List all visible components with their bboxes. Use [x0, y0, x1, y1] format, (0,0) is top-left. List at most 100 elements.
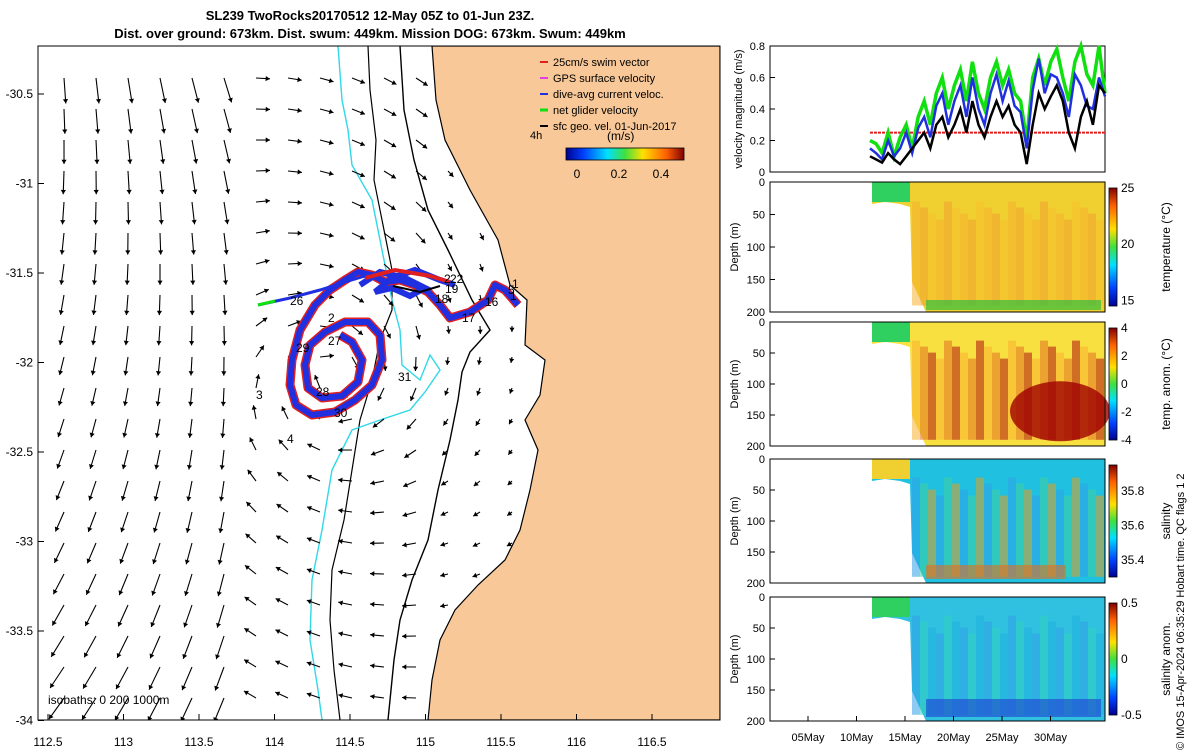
vector-arrowhead [58, 340, 64, 345]
vector-arrowhead [307, 474, 313, 480]
section-data-band [1080, 207, 1088, 306]
section-data-band [992, 352, 1000, 440]
day-label: 19 [445, 282, 459, 296]
section-data-band [1010, 381, 1110, 442]
velocity-ytick-label: 0.2 [750, 136, 765, 148]
vector-arrowhead [281, 406, 287, 412]
velocity-series [869, 39, 1107, 166]
section-data-band [928, 352, 936, 440]
vector-arrowhead [91, 310, 97, 315]
vector-arrowhead [275, 691, 281, 697]
section-panel-1: 0 50 100 150 200 Depth (m) 15 20 25 temperature (… [729, 177, 1173, 319]
isobath-200 [309, 46, 441, 720]
section-data-band [1096, 219, 1104, 306]
vector-arrowhead [443, 420, 448, 426]
vector-arrowhead [338, 693, 344, 699]
vector-arrowhead [161, 98, 167, 104]
day-label: 22 [450, 272, 464, 286]
vector-arrowhead [390, 205, 396, 210]
vector-arrowhead [509, 327, 515, 332]
vector-arrowhead [190, 280, 196, 285]
vector-arrowhead [441, 480, 447, 486]
vector-arrowhead [445, 329, 452, 334]
section-data-band [1056, 489, 1064, 577]
vector-arrowhead [90, 400, 96, 406]
vector-arrowhead [328, 232, 334, 238]
vector-arrowhead [58, 370, 64, 376]
vector-arrowhead [180, 716, 186, 720]
vector-arrowhead [124, 310, 130, 316]
vector-arrowhead [192, 189, 198, 194]
vector-arrowhead [421, 206, 427, 212]
vector-arrowhead [245, 533, 251, 539]
vector-arrowhead [120, 527, 126, 533]
colorbar-tick-label: 35.8 [1121, 484, 1145, 498]
vector-arrow [48, 697, 65, 720]
section-ytick-label: 200 [747, 578, 765, 590]
title-line-1: SL239 TwoRocks20170512 12-May 05Z to 01-… [205, 8, 535, 23]
section-data-band [928, 627, 936, 715]
vector-arrowhead [418, 302, 423, 308]
section-data-band [960, 627, 968, 715]
glider-track-start [257, 299, 276, 307]
vector-arrowhead [55, 495, 61, 501]
vector-arrowhead [277, 472, 283, 477]
vector-arrowhead [370, 450, 376, 456]
vector-arrowhead [474, 451, 480, 456]
vector-arrowhead [402, 512, 408, 518]
vector-arrowhead [223, 249, 229, 255]
vector-arrowhead [306, 661, 312, 667]
section-data-band [1000, 633, 1008, 715]
section-data-band [926, 565, 1066, 579]
vector-arrowhead [52, 620, 57, 626]
section-panel-4: 0 50 100 150 200 Depth (m) -0.5 0 0.5 salinity an… [729, 592, 1173, 728]
vector-arrowhead [159, 189, 165, 195]
legend-gps: GPS surface velocity [553, 73, 656, 85]
section-data-band [1048, 207, 1056, 306]
time-tick-label: 15May [888, 732, 922, 744]
vector-arrowhead [60, 219, 66, 225]
time-axis: 05May 10May 15May 20May 25May 30May [791, 716, 1068, 744]
day-label: 26 [290, 294, 304, 308]
colorbar-tick-label: 2 [1121, 349, 1128, 363]
colorbar-tick-label: 0 [1121, 652, 1128, 666]
section-data-band [968, 358, 976, 440]
vector-arrowhead [386, 333, 391, 339]
colorbar-tick-1: 0.2 [611, 167, 628, 181]
vector-arrowhead [189, 341, 195, 346]
vector-arrowhead [86, 558, 92, 564]
copyright-footer: © IMOS 15-Apr-2024 06:35:29 Hobart time.… [1175, 473, 1187, 750]
vector-arrowhead [216, 622, 221, 628]
colorbar-label: (m/s) [607, 129, 634, 143]
vector-arrow [114, 697, 129, 720]
vector-arrowhead [149, 653, 155, 659]
day-label: 2 [444, 272, 451, 286]
day-label: 2 [328, 311, 335, 325]
section-data-band [1032, 633, 1040, 715]
section-data-band [1032, 219, 1040, 306]
vector-arrowhead [306, 630, 312, 636]
vector-arrowhead [508, 388, 514, 394]
vector-arrow [147, 697, 161, 720]
vector-arrowhead [440, 511, 446, 516]
vector-arrowhead [249, 437, 255, 443]
map-ytick-label: -30.5 [6, 87, 34, 101]
vector-arrowhead [215, 654, 221, 660]
section-data-band [1008, 615, 1016, 715]
section-data-band [1016, 346, 1024, 440]
section-colorbar [1108, 464, 1118, 578]
section-data-band [936, 495, 944, 577]
vector-arrowhead [123, 370, 129, 376]
vector-arrowhead [508, 419, 514, 425]
vector-arrow [214, 697, 225, 720]
vector-arrowhead [81, 714, 87, 720]
time-tick-label: 05May [791, 732, 825, 744]
vector-arrowhead [338, 447, 343, 453]
vector-arrowhead [404, 453, 410, 458]
map-legend: 25cm/s swim vector GPS surface velocity … [540, 57, 677, 133]
time-tick-label: 30May [1034, 732, 1068, 744]
vector-arrowhead [442, 450, 447, 456]
section-data-band [1024, 213, 1032, 306]
vector-arrowhead [473, 511, 479, 517]
